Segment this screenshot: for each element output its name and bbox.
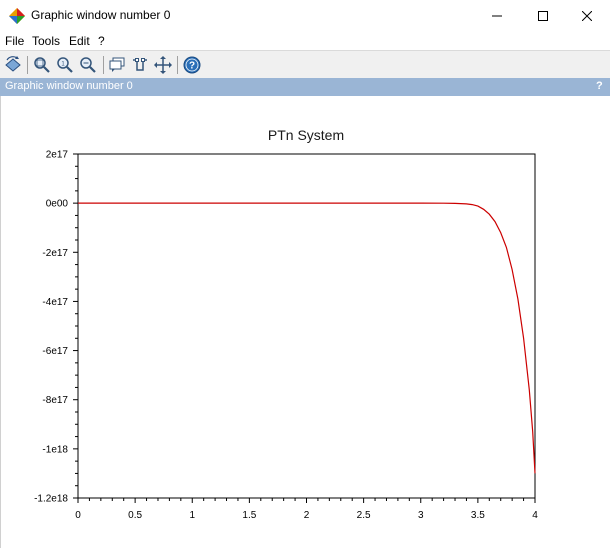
series-line — [78, 202, 536, 474]
help-button[interactable]: ? — [182, 55, 202, 75]
x-tick-label: 3 — [418, 510, 424, 521]
plot-svg: 0 0.5 1 1.5 2 2.5 3 3.5 4 2e17 0e00 -2e17 -4e17 -6e17… — [34, 150, 538, 522]
zoom-100-button[interactable]: 1 — [55, 55, 75, 75]
menu-file[interactable]: File — [5, 34, 25, 48]
maximize-icon — [538, 11, 548, 21]
zoom-area-button[interactable] — [78, 55, 98, 75]
minimize-icon — [492, 15, 502, 17]
menu-edit[interactable]: Edit — [69, 34, 90, 48]
datatip-edit-button[interactable] — [130, 55, 150, 75]
y-tick-label: -4e17 — [42, 297, 68, 308]
datatip-button[interactable] — [107, 55, 127, 75]
info-bar-help[interactable]: ? — [596, 80, 603, 92]
zoom-icon — [34, 57, 50, 73]
x-tick-label: 4 — [532, 510, 538, 521]
menu-tools[interactable]: Tools — [32, 34, 61, 48]
window-title: Graphic window number 0 — [31, 8, 171, 22]
y-tick-label: -8e17 — [42, 395, 68, 406]
x-tick-label: 1 — [189, 510, 195, 521]
toolbar: 1 — [0, 50, 610, 78]
title-bar[interactable]: Graphic window number 0 — [0, 0, 610, 32]
y-tick-label: 0e00 — [46, 199, 69, 210]
info-bar-label: Graphic window number 0 — [5, 80, 133, 92]
menu-help[interactable]: ? — [98, 34, 105, 48]
y-tick-label: 2e17 — [46, 150, 69, 161]
y-tick-label: -1e18 — [42, 444, 68, 455]
chart-title: PTn System — [267, 127, 345, 143]
zoom-area-icon — [80, 57, 96, 73]
toolbar-separator — [177, 56, 178, 74]
help-icon: ? — [183, 56, 201, 74]
toolbar-separator — [27, 56, 28, 74]
pan-icon — [154, 56, 172, 74]
x-tick-label: 1.5 — [242, 510, 256, 521]
x-tick-label: 2 — [304, 510, 310, 521]
zoom-button[interactable] — [32, 55, 52, 75]
x-tick-label: 0.5 — [128, 510, 142, 521]
y-tick-label: -2e17 — [42, 248, 68, 259]
x-tick-label: 2.5 — [357, 510, 371, 521]
plot-canvas[interactable]: PTn System 0 0.5 1 1.5 2 2.5 3 3.5 4 2e17 0e00 -2e1… — [0, 96, 610, 548]
toolbar-separator — [103, 56, 104, 74]
x-tick-label: 3.5 — [471, 510, 485, 521]
pan-button[interactable] — [153, 55, 173, 75]
datatip-icon — [109, 57, 125, 72]
y-tick-label: -1.2e18 — [34, 494, 68, 505]
y-tick-label: -6e17 — [42, 346, 68, 357]
close-icon — [582, 11, 592, 21]
minimize-button[interactable] — [474, 0, 520, 32]
rotate-button[interactable] — [3, 55, 23, 75]
maximize-button[interactable] — [520, 0, 566, 32]
close-button[interactable] — [564, 0, 610, 32]
info-bar: Graphic window number 0 ? — [0, 78, 610, 96]
datatip-edit-icon — [133, 58, 147, 71]
scilab-logo-icon — [9, 8, 25, 24]
zoom-100-icon: 1 — [57, 57, 73, 73]
svg-text:?: ? — [189, 61, 195, 72]
rotate-icon — [5, 56, 21, 72]
x-tick-label: 0 — [75, 510, 81, 521]
menu-bar: File Tools Edit ? — [0, 32, 610, 50]
svg-text:1: 1 — [61, 62, 65, 68]
plot-frame — [77, 153, 536, 499]
